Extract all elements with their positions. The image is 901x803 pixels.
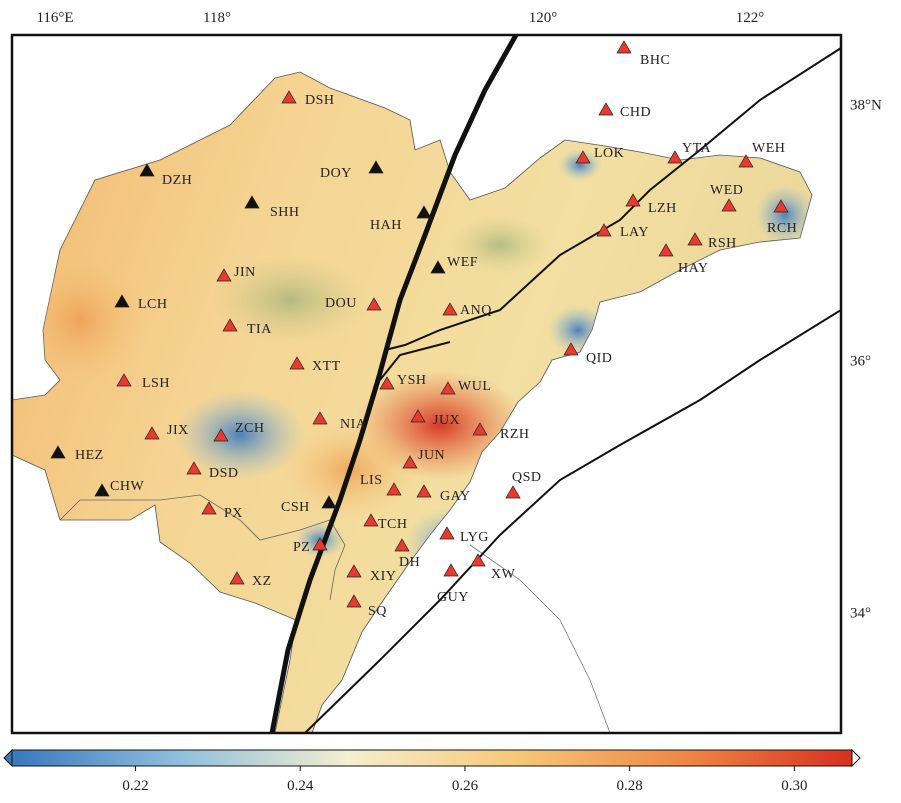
colorbar-tick-label: 0.24 <box>287 778 314 794</box>
station-label: HAY <box>678 261 709 276</box>
station-label: LCH <box>138 297 168 312</box>
station-label: JIX <box>167 423 189 438</box>
station-label: WED <box>710 183 743 198</box>
station-label: DZH <box>162 173 192 188</box>
colorbar-arrow-high <box>852 750 860 766</box>
station-label: XTT <box>312 359 341 374</box>
lon-label: 122° <box>736 10 765 26</box>
station-label: HEZ <box>75 448 104 463</box>
station-label: HAH <box>370 218 402 233</box>
lat-label: 34° <box>850 605 871 621</box>
station-label: DOU <box>325 296 357 311</box>
station-label: WEH <box>752 141 785 156</box>
station-label: XW <box>491 567 516 582</box>
colorbar-arrow-low <box>4 750 12 766</box>
map-figure: BHC DSH CHD DZH DOY SHH LOK YTA WEH WED LZH RCH HAH L… <box>0 0 901 798</box>
station-label: SHH <box>270 205 300 220</box>
station-label: XIY <box>370 569 396 584</box>
station-label: LSH <box>142 376 170 391</box>
station-label: CHD <box>620 105 651 120</box>
station-label: WUL <box>458 379 491 394</box>
station-label: ZCH <box>235 421 265 436</box>
station-label: LYG <box>460 530 489 545</box>
lon-label: 120° <box>529 10 558 26</box>
station-label: RSH <box>708 236 737 251</box>
colorbar-tick-label: 0.22 <box>122 778 148 794</box>
station-label: DH <box>399 555 420 570</box>
station-label: SQ <box>368 604 387 619</box>
station-label: BHC <box>640 53 670 68</box>
lat-label: 38°N <box>850 97 882 113</box>
station-label: QID <box>586 351 612 366</box>
station-label: TIA <box>247 322 272 337</box>
station-label: CSH <box>281 500 310 515</box>
colorbar-tick-label: 0.26 <box>452 778 479 794</box>
station-label: NIA <box>340 417 367 432</box>
station-label: GUY <box>437 590 469 605</box>
station-label: LIS <box>360 473 383 488</box>
station-label: QSD <box>512 470 542 485</box>
station-label: TCH <box>378 517 408 532</box>
station-label: LAY <box>620 225 649 240</box>
station-label: JUN <box>418 448 445 463</box>
station-label: WEF <box>447 255 478 270</box>
station-label: ANQ <box>460 303 492 318</box>
station-label: PZ <box>293 540 310 555</box>
station-label: PX <box>224 506 243 521</box>
lon-label: 116°E <box>36 10 73 26</box>
station-label: DSD <box>209 466 239 481</box>
station-label: YSH <box>397 373 427 388</box>
colorbar <box>12 750 852 766</box>
lon-label: 118° <box>203 10 231 26</box>
station-label: RCH <box>767 221 797 236</box>
station-label: JIN <box>234 265 256 280</box>
station-label: XZ <box>252 574 272 589</box>
station-label: LZH <box>648 201 677 216</box>
station-label: CHW <box>110 479 144 494</box>
colorbar-tick-label: 0.30 <box>781 778 807 794</box>
station-label: DOY <box>320 166 352 181</box>
station-label: JUX <box>433 413 460 428</box>
station-label: RZH <box>500 427 530 442</box>
colorbar-tick-label: 0.28 <box>617 778 643 794</box>
station-label: GAY <box>440 489 471 504</box>
station-label: DSH <box>305 93 335 108</box>
station-label: LOK <box>594 146 624 161</box>
lat-label: 36° <box>850 353 871 369</box>
station-label: YTA <box>682 141 712 156</box>
